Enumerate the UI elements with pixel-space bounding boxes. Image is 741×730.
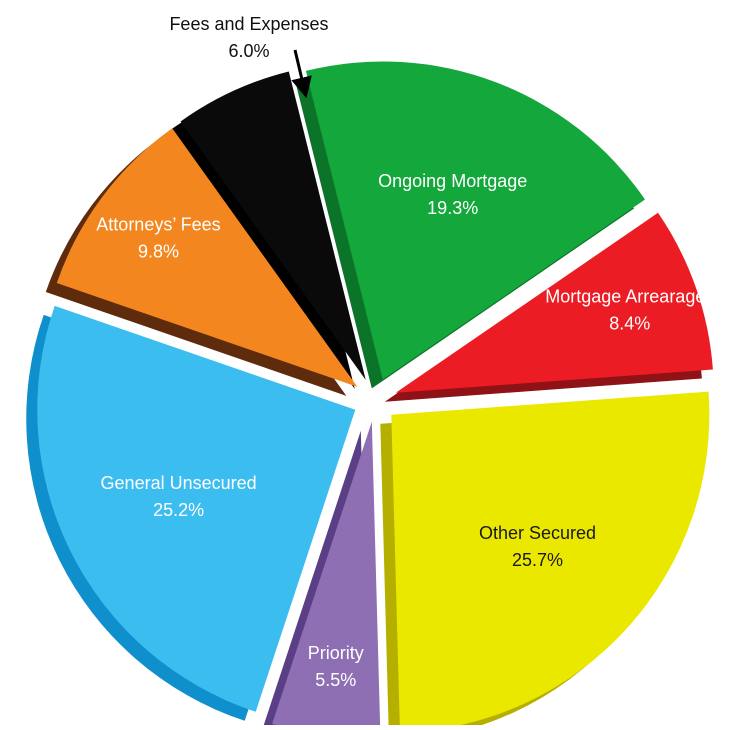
slice-value-other-secured: 25.7% xyxy=(512,550,563,570)
slice-value-fees-and-expenses: 6.0% xyxy=(228,41,269,61)
slice-value-ongoing-mortgage: 19.3% xyxy=(427,198,478,218)
slice-label-ongoing-mortgage: Ongoing Mortgage xyxy=(378,171,527,191)
slice-label-fees-and-expenses: Fees and Expenses xyxy=(169,14,328,34)
slice-attorneys-fees xyxy=(56,128,358,387)
slice-value-attorneys-fees: 9.8% xyxy=(138,242,179,262)
slice-label-other-secured: Other Secured xyxy=(479,523,596,543)
slice-tops-layer xyxy=(37,61,713,730)
slice-value-general-unsecured: 25.2% xyxy=(153,500,204,520)
slice-value-mortgage-arrearages: 8.4% xyxy=(609,314,650,334)
callout-arrow-icon xyxy=(291,49,312,99)
slice-value-priority: 5.5% xyxy=(315,670,356,690)
slice-fees-and-expenses xyxy=(180,71,366,381)
slice-general-unsecured xyxy=(37,305,356,712)
slice-priority xyxy=(272,421,381,730)
slice-label-attorneys-fees: Attorneys’ Fees xyxy=(96,215,220,235)
slice-label-priority: Priority xyxy=(308,643,364,663)
slice-labels-layer: Ongoing Mortgage 19.3% Mortgage Arrearages… xyxy=(96,14,714,690)
slice-label-general-unsecured: General Unsecured xyxy=(101,473,257,493)
slice-mortgage-arrearages xyxy=(395,212,713,393)
slice-other-secured xyxy=(391,391,710,730)
slice-label-mortgage-arrearages: Mortgage Arrearages xyxy=(545,287,714,307)
slice-ongoing-mortgage xyxy=(305,61,645,380)
